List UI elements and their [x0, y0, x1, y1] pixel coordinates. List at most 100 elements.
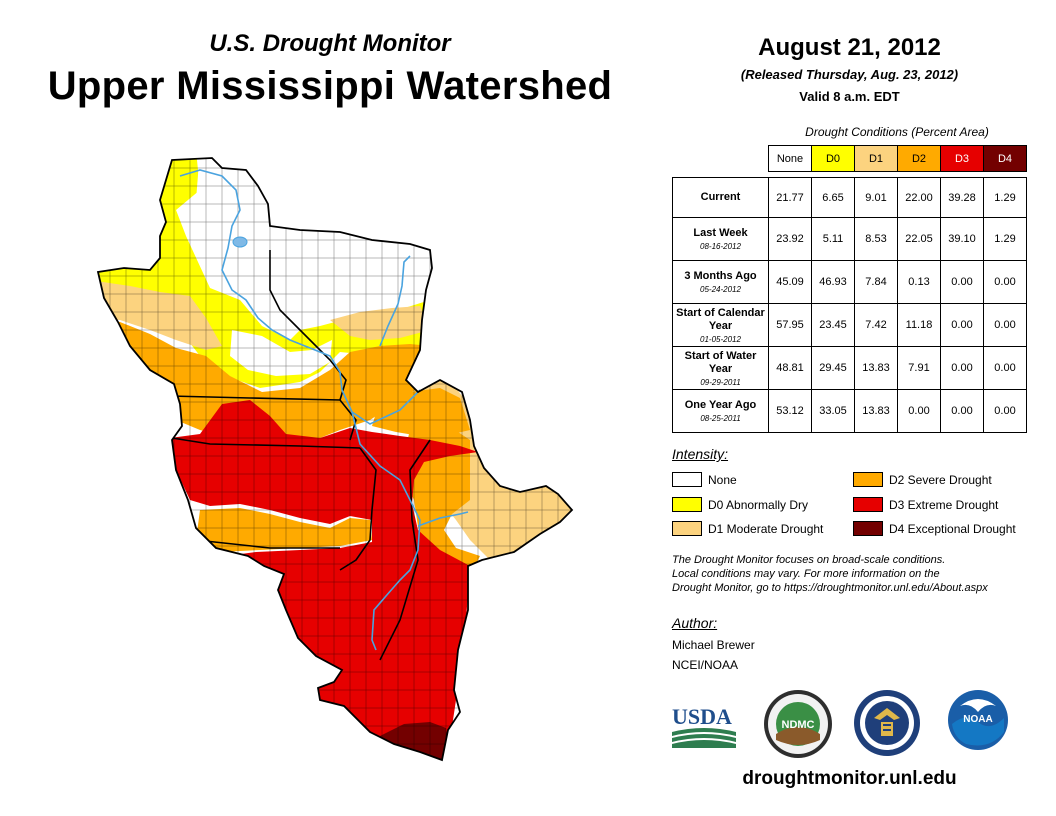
col-none: None [768, 145, 812, 172]
disclaimer-note: The Drought Monitor focuses on broad-sca… [672, 553, 1042, 595]
table-cell: 48.81 [768, 346, 812, 390]
row-label: Current [672, 177, 769, 218]
table-cell: 0.00 [940, 260, 984, 304]
row-label-text: Start of Water Year [684, 349, 757, 375]
col-d1: D1 [854, 145, 898, 172]
row-label-text: Start of Calendar Year [676, 306, 765, 332]
author-title: Author: [672, 615, 718, 631]
legend-label: D2 Severe Drought [889, 472, 992, 487]
legend-swatch [853, 521, 883, 536]
row-label-text: Last Week [693, 227, 748, 239]
table-cell: 22.00 [897, 177, 941, 218]
ndmc-logo: NDMC [764, 690, 832, 758]
table-cell: 7.91 [897, 346, 941, 390]
table-cell: 0.00 [940, 389, 984, 433]
website-url[interactable]: droughtmonitor.unl.edu [742, 768, 957, 789]
row-label-date: 05-24-2012 [700, 285, 741, 294]
commerce-seal-mark [860, 696, 914, 750]
d2-iowa [196, 508, 372, 552]
col-d3: D3 [940, 145, 984, 172]
table-cell: 23.92 [768, 217, 812, 261]
row-label-text: One Year Ago [684, 399, 757, 411]
table-cell: 7.42 [854, 303, 898, 347]
legend-label: D4 Exceptional Drought [889, 521, 1016, 536]
legend-item-d0: D0 Abnormally Dry [672, 497, 808, 512]
table-header-row: None D0 D1 D2 D3 D4 [673, 145, 1027, 172]
table-cell: 11.18 [897, 303, 941, 347]
row-label: One Year Ago 08-25-2011 [672, 389, 769, 433]
rivers [179, 169, 469, 651]
legend-item-d3: D3 Extreme Drought [853, 497, 998, 512]
map-subtitle: U.S. Drought Monitor [209, 30, 451, 57]
table-cell: 0.13 [897, 260, 941, 304]
drought-map [96, 157, 574, 762]
legend-item-d1: D1 Moderate Drought [672, 521, 823, 536]
d3-main [170, 400, 478, 760]
legend-label: D3 Extreme Drought [889, 497, 999, 512]
legend-swatch [672, 521, 702, 536]
note-line: Drought Monitor, go to https://droughtmo… [672, 582, 988, 594]
table-cell: 29.45 [811, 346, 855, 390]
commerce-seal [854, 690, 920, 756]
table-cell: 33.05 [811, 389, 855, 433]
ndmc-logo-mark: NDMC [768, 694, 828, 754]
map-title: Upper Mississippi Watershed [47, 64, 613, 108]
table-cell: 46.93 [811, 260, 855, 304]
table-row: 3 Months Ago 05-24-2012 45.09 46.93 7.84 … [672, 260, 1027, 304]
drought-areas [98, 158, 572, 760]
row-label-date: 08-16-2012 [700, 242, 741, 251]
table-cell: 13.83 [854, 346, 898, 390]
legend-label: D0 Abnormally Dry [708, 497, 809, 512]
table-cell: 39.10 [940, 217, 984, 261]
noaa-logo-text: NOAA [963, 714, 992, 725]
table-cell: 0.00 [983, 346, 1027, 390]
legend-swatch [672, 472, 702, 487]
row-label-text: 3 Months Ago [684, 270, 757, 282]
row-label-date: 08-25-2011 [700, 414, 741, 423]
table-cell: 23.45 [811, 303, 855, 347]
ndmc-logo-text: NDMC [782, 719, 815, 731]
legend-title: Intensity: [672, 446, 729, 462]
lake [232, 236, 248, 248]
usda-logo: USDA [670, 702, 738, 748]
row-label: Start of Calendar Year 01-05-2012 [672, 303, 769, 347]
legend-item-d4: D4 Exceptional Drought [853, 521, 1016, 536]
d1-north [330, 306, 430, 340]
table-cell: 0.00 [897, 389, 941, 433]
table-caption: Drought Conditions (Percent Area) [805, 125, 989, 139]
noaa-logo-mark: NOAA [948, 690, 1008, 750]
legend-swatch [672, 497, 702, 512]
drought-stats-table: None D0 D1 D2 D3 D4 Current 21.77 6.65 9… [672, 145, 1027, 433]
table-row: Start of Water Year 09-29-2011 48.81 29.4… [672, 346, 1027, 390]
table-cell: 8.53 [854, 217, 898, 261]
map-date: August 21, 2012 [758, 34, 941, 61]
note-line: The Drought Monitor focuses on broad-sca… [672, 554, 946, 566]
watershed-outline [96, 157, 574, 762]
table-cell: 7.84 [854, 260, 898, 304]
none-pocket [230, 330, 332, 376]
row-label-date: 01-05-2012 [700, 334, 741, 344]
row-label: Start of Water Year 09-29-2011 [672, 346, 769, 390]
table-cell: 0.00 [983, 303, 1027, 347]
table-cell: 0.00 [983, 260, 1027, 304]
legend-swatch [853, 472, 883, 487]
legend-item-d2: D2 Severe Drought [853, 472, 992, 487]
valid-time: Valid 8 a.m. EDT [799, 89, 900, 104]
noaa-logo: NOAA [946, 688, 1010, 752]
release-date: (Released Thursday, Aug. 23, 2012) [740, 67, 959, 82]
table-row: One Year Ago 08-25-2011 53.12 33.05 13.83… [672, 389, 1027, 433]
note-line: Local conditions may vary. For more info… [672, 568, 940, 580]
table-cell: 0.00 [940, 346, 984, 390]
table-row: Start of Calendar Year 01-05-2012 57.95 2… [672, 303, 1027, 347]
legend-label: D1 Moderate Drought [708, 521, 824, 536]
table-row: Last Week 08-16-2012 23.92 5.11 8.53 22.0… [672, 217, 1027, 261]
legend-swatch [853, 497, 883, 512]
col-d4: D4 [983, 145, 1027, 172]
table-cell: 21.77 [768, 177, 812, 218]
table-row: Current 21.77 6.65 9.01 22.00 39.28 1.29 [672, 177, 1027, 218]
row-label-date: 09-29-2011 [700, 377, 741, 387]
row-label: Last Week 08-16-2012 [672, 217, 769, 261]
table-cell: 6.65 [811, 177, 855, 218]
header-corner [673, 146, 769, 172]
author-name: Michael Brewer [672, 638, 755, 652]
